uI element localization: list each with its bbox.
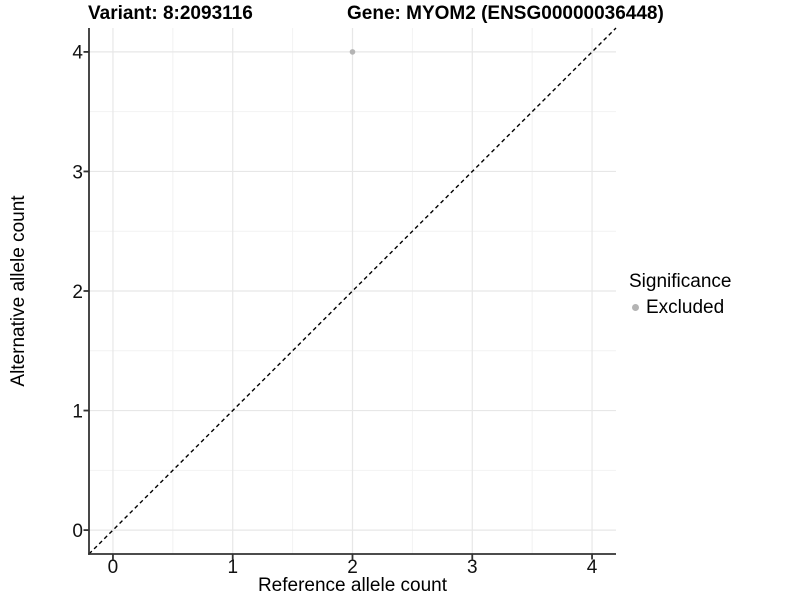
x-tick-label: 4 bbox=[587, 557, 598, 578]
x-axis-title: Reference allele count bbox=[257, 575, 448, 596]
legend-item-excluded: Excluded bbox=[629, 296, 797, 319]
y-tick-label: 0 bbox=[72, 521, 83, 542]
x-tick-label: 2 bbox=[347, 557, 358, 578]
y-axis-title: Alternative allele count bbox=[8, 195, 29, 387]
x-tick-label: 0 bbox=[108, 557, 119, 578]
x-tick-label: 3 bbox=[467, 557, 478, 578]
identity-line bbox=[88, 27, 617, 555]
gene-title: Gene: MYOM2 (ENSG00000036448) bbox=[347, 3, 664, 24]
legend-title: Significance bbox=[629, 271, 732, 292]
legend-item-label: Excluded bbox=[646, 297, 725, 318]
data-point bbox=[349, 49, 356, 55]
excluded-point-icon bbox=[632, 304, 639, 311]
variant-title: Variant: 8:2093116 bbox=[88, 3, 253, 24]
y-tick-label: 1 bbox=[72, 401, 83, 422]
legend: Significance Excluded bbox=[629, 270, 797, 319]
y-tick-label: 4 bbox=[72, 43, 83, 64]
x-tick-label: 1 bbox=[227, 557, 238, 578]
y-tick-label: 2 bbox=[72, 282, 83, 303]
y-tick-label: 3 bbox=[72, 162, 83, 183]
